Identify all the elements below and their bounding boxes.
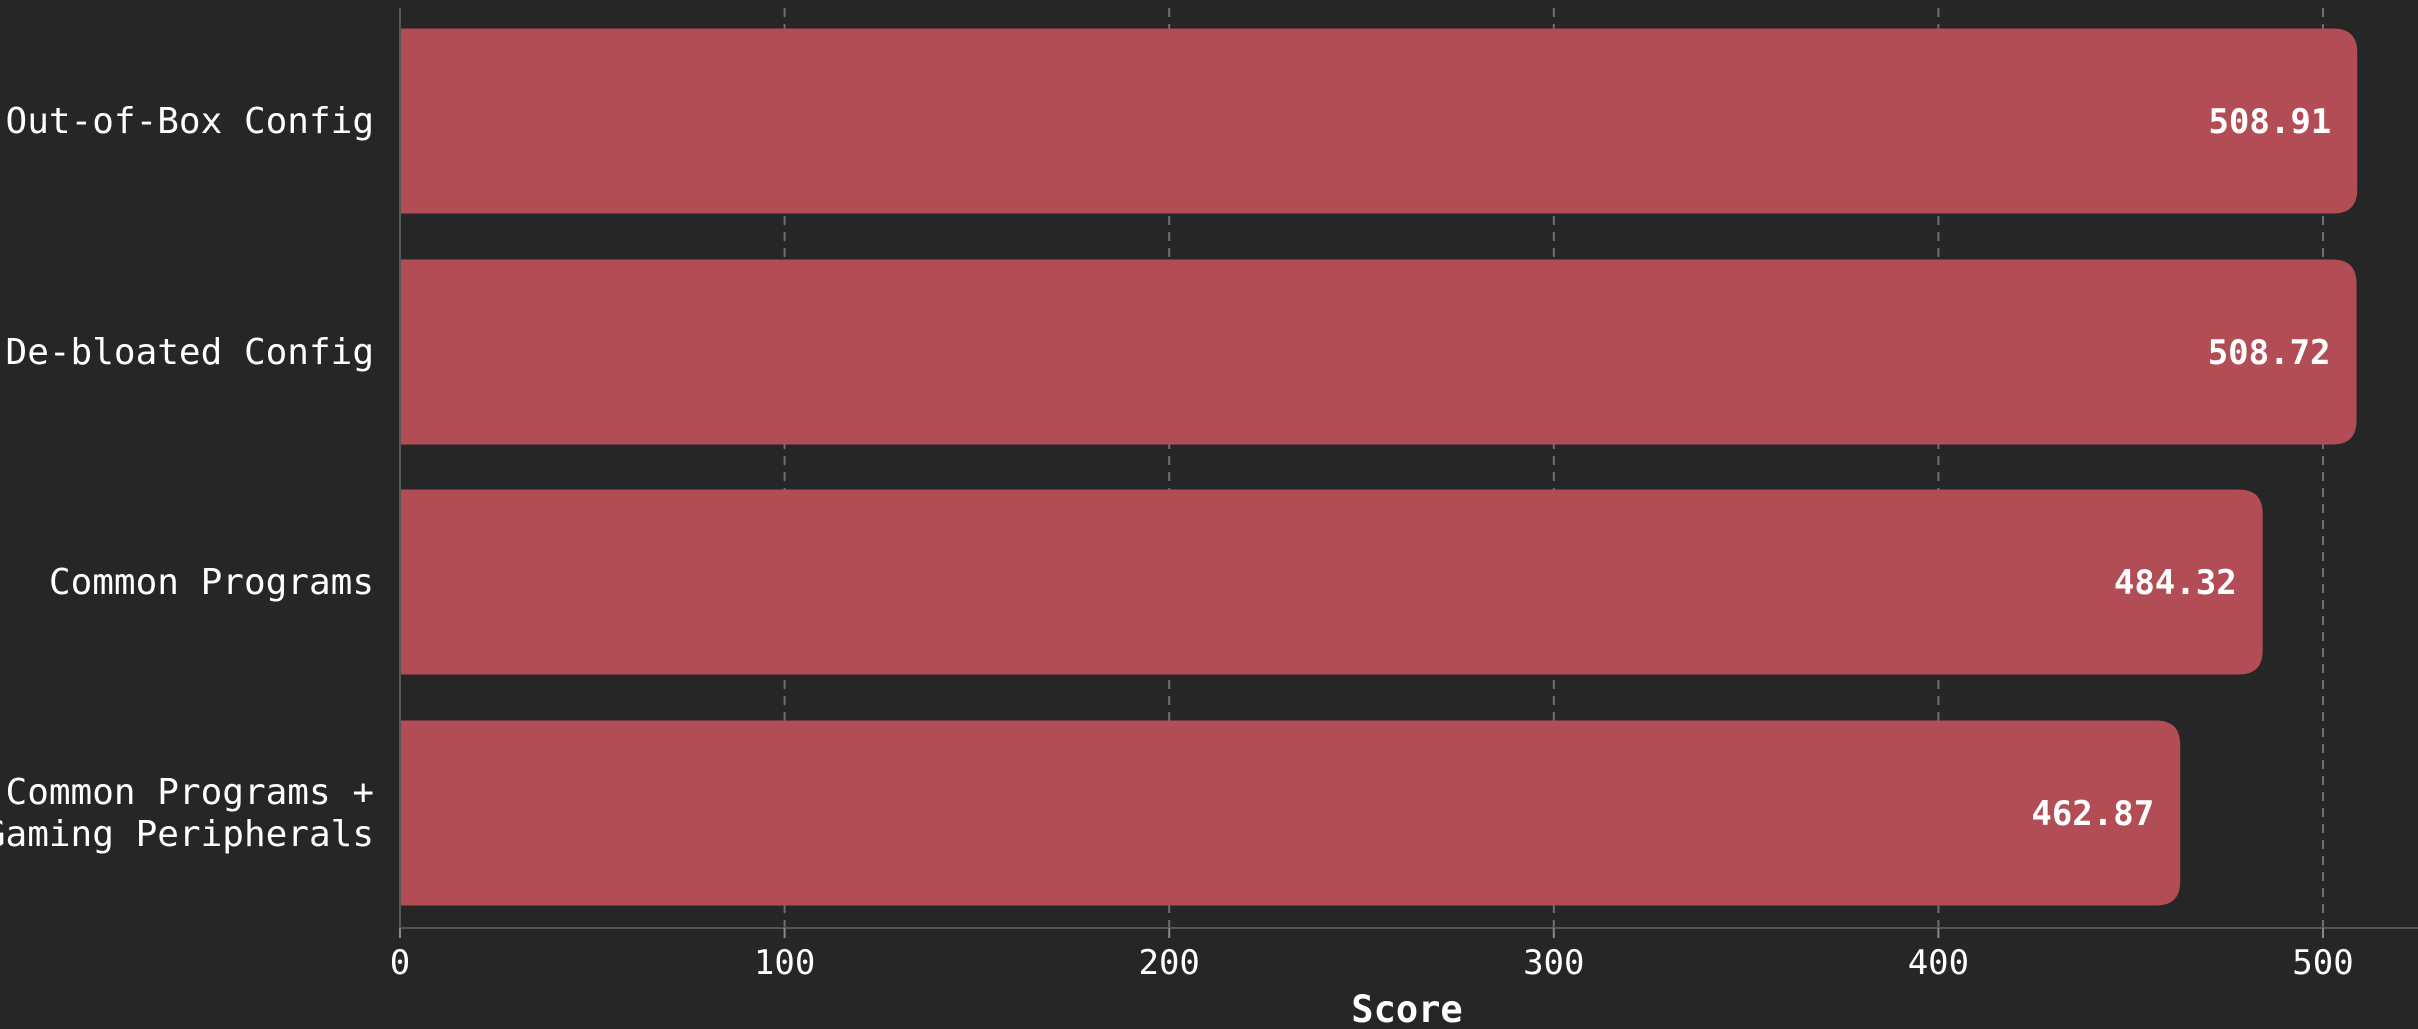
category-label: Common Programs + Gaming Peripherals bbox=[0, 772, 374, 855]
x-tick-label: 100 bbox=[754, 943, 815, 983]
category-label-line: Common Programs bbox=[49, 562, 374, 603]
category-label: De-bloated Config bbox=[6, 332, 374, 373]
x-axis: 0 100 200 300 400 500 bbox=[390, 8, 2418, 983]
bar-value-label: 508.72 bbox=[2208, 333, 2331, 373]
x-tick-label: 400 bbox=[1908, 943, 1969, 983]
bar bbox=[400, 259, 2357, 445]
bars: 508.91 508.72 484.32 462.87 bbox=[400, 28, 2358, 906]
bar bbox=[400, 28, 2358, 214]
x-axis-title: Score bbox=[1351, 988, 1462, 1029]
category-labels: Out-of-Box Config De-bloated Config Common… bbox=[0, 101, 374, 855]
bar-value-label: 484.32 bbox=[2114, 563, 2237, 603]
bar bbox=[400, 720, 2181, 906]
x-tick-label: 200 bbox=[1138, 943, 1199, 983]
category-label: Out-of-Box Config bbox=[6, 101, 374, 142]
x-tick-label: 0 bbox=[390, 943, 410, 983]
category-label: Common Programs bbox=[49, 562, 374, 603]
bar-value-label: 462.87 bbox=[2031, 794, 2154, 834]
x-tick-label: 500 bbox=[2292, 943, 2353, 983]
category-label-line: Common Programs + bbox=[6, 772, 374, 813]
category-label-line: Gaming Peripherals bbox=[0, 814, 374, 855]
category-label-line: Out-of-Box Config bbox=[6, 101, 374, 142]
bar bbox=[400, 489, 2263, 675]
category-label-line: De-bloated Config bbox=[6, 332, 374, 373]
bar-value-label: 508.91 bbox=[2208, 102, 2331, 142]
x-tick-label: 300 bbox=[1523, 943, 1584, 983]
